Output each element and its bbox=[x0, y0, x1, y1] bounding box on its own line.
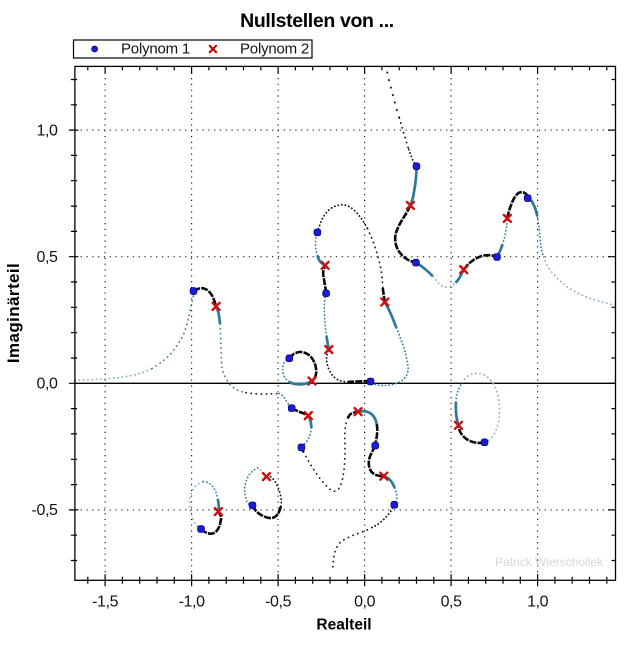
svg-text:1,0: 1,0 bbox=[527, 594, 549, 611]
svg-text:-1,0: -1,0 bbox=[179, 594, 205, 611]
svg-text:Imaginärteil: Imaginärteil bbox=[4, 263, 23, 363]
svg-text:0,5: 0,5 bbox=[36, 249, 58, 266]
svg-text:-0,5: -0,5 bbox=[32, 502, 58, 519]
svg-text:Nullstellen von ...: Nullstellen von ... bbox=[240, 10, 394, 32]
svg-text:Realteil: Realteil bbox=[316, 617, 371, 634]
svg-text:-0,5: -0,5 bbox=[265, 594, 291, 611]
svg-text:0,0: 0,0 bbox=[36, 376, 58, 393]
svg-text:0,0: 0,0 bbox=[354, 594, 376, 611]
svg-text:Patrick Wierschollek: Patrick Wierschollek bbox=[495, 555, 604, 569]
svg-text:1,0: 1,0 bbox=[36, 122, 58, 139]
svg-text:-1,5: -1,5 bbox=[92, 594, 118, 611]
svg-text:Polynom 2: Polynom 2 bbox=[240, 41, 309, 58]
svg-text:Polynom 1: Polynom 1 bbox=[121, 41, 190, 58]
svg-text:0,5: 0,5 bbox=[441, 594, 463, 611]
